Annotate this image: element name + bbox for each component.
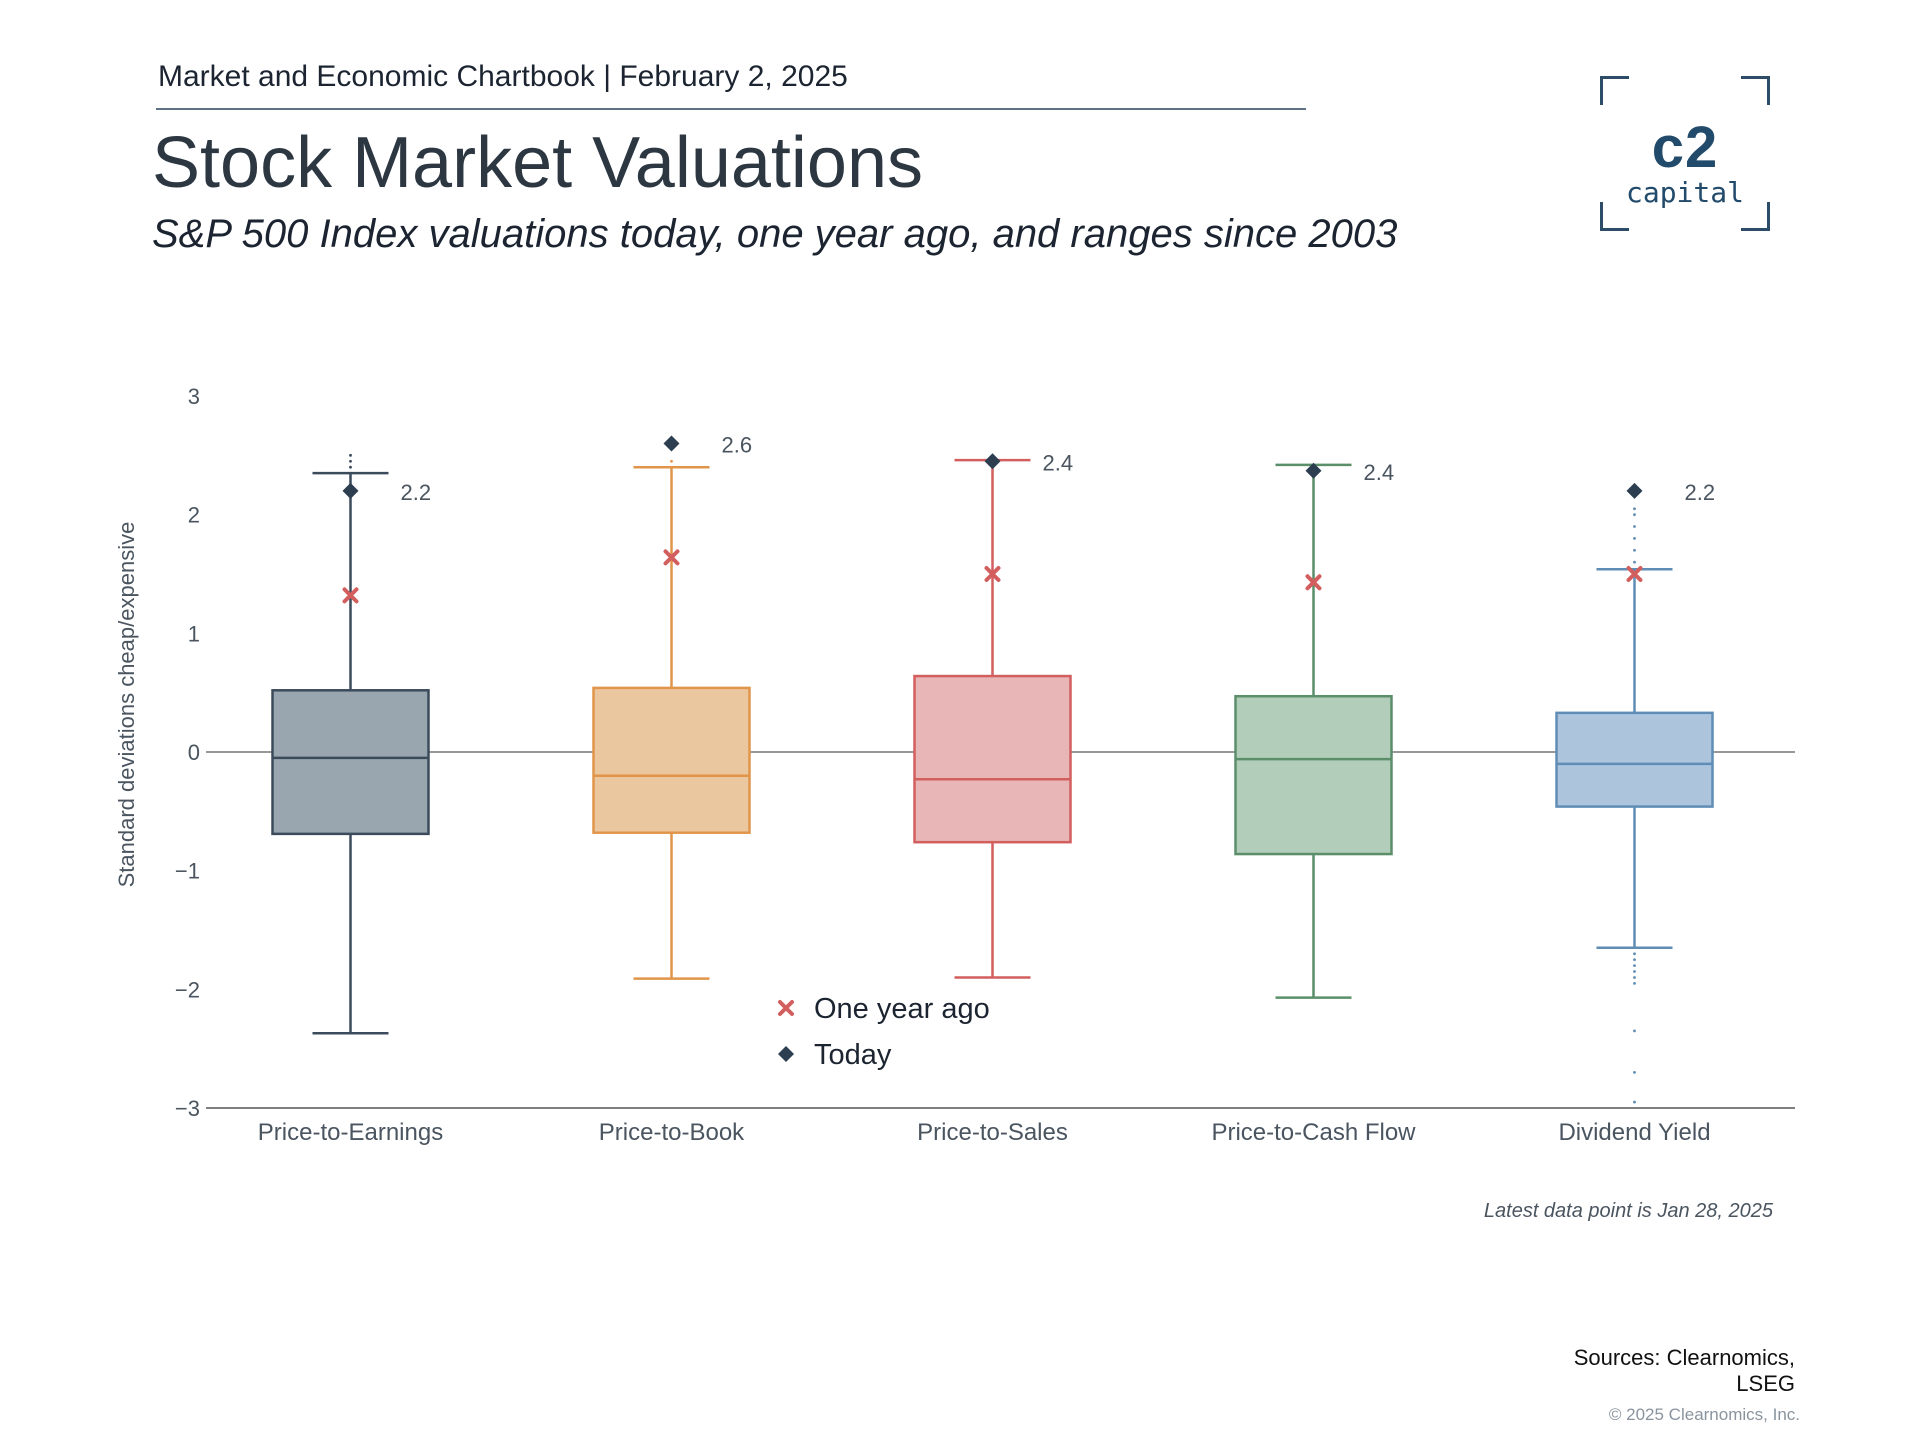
outlier-point bbox=[1633, 952, 1636, 956]
today-value-label: 2.4 bbox=[1043, 450, 1074, 475]
outlier-point bbox=[1633, 976, 1636, 979]
today-value-label: 2.2 bbox=[1685, 480, 1716, 505]
box bbox=[592, 686, 751, 834]
box bbox=[913, 674, 1072, 844]
sources-line-1: Sources: Clearnomics, bbox=[1573, 1345, 1795, 1370]
outlier-point bbox=[1633, 958, 1636, 962]
outlier-point bbox=[1633, 548, 1636, 552]
y-tick-label: −1 bbox=[175, 859, 200, 884]
outlier-point bbox=[1633, 513, 1636, 517]
y-tick-label: 1 bbox=[188, 621, 200, 646]
logo-corner-bottom-left bbox=[1600, 202, 1629, 231]
x-tick-label: Dividend Yield bbox=[1558, 1119, 1710, 1146]
outlier-point bbox=[1633, 1100, 1636, 1104]
outlier-point bbox=[1633, 560, 1636, 564]
outlier-point bbox=[1633, 970, 1636, 973]
x-tick-label: Price-to-Cash Flow bbox=[1211, 1119, 1416, 1146]
outlier-point bbox=[349, 459, 352, 463]
one-year-ago-marker bbox=[984, 566, 1001, 582]
logo-main-text: c2 bbox=[1651, 115, 1719, 180]
today-value-label: 2.4 bbox=[1364, 460, 1395, 485]
y-axis-title: Standard deviations cheap/expensive bbox=[114, 522, 139, 888]
logo-sub-text: capital bbox=[1625, 176, 1744, 209]
one-year-ago-marker bbox=[1626, 566, 1643, 582]
logo-corner-bottom-right bbox=[1741, 202, 1770, 231]
x-tick-label: Price-to-Book bbox=[599, 1119, 745, 1146]
box bbox=[1555, 711, 1714, 808]
today-marker bbox=[1305, 462, 1322, 479]
box bbox=[1234, 694, 1393, 856]
page-title: Stock Market Valuations bbox=[152, 123, 924, 203]
logo-corner-top-right bbox=[1741, 76, 1770, 105]
report-header: Market and Economic Chartbook | February… bbox=[158, 60, 848, 93]
sources-line-2: LSEG bbox=[1736, 1371, 1795, 1396]
box bbox=[271, 689, 430, 836]
outlier-point bbox=[1633, 537, 1636, 540]
one-year-ago-marker bbox=[1305, 574, 1322, 591]
data-note: Latest data point is Jan 28, 2025 bbox=[1483, 1200, 1773, 1222]
outlier-point bbox=[349, 465, 352, 469]
sources: Sources: Clearnomics, LSEG bbox=[1495, 1345, 1795, 1397]
y-tick-label: 2 bbox=[188, 503, 200, 528]
outlier-point bbox=[1633, 1071, 1636, 1074]
c2-capital-logo: c2 capital bbox=[1600, 76, 1770, 231]
header-divider bbox=[156, 108, 1306, 110]
outlier-point bbox=[670, 459, 673, 463]
logo-corner-top-left bbox=[1600, 76, 1629, 105]
copyright: © 2025 Clearnomics, Inc. bbox=[1608, 1405, 1800, 1424]
x-tick-label: Price-to-Sales bbox=[917, 1119, 1068, 1146]
today-value-label: 2.6 bbox=[722, 432, 753, 457]
outlier-point bbox=[1633, 525, 1636, 528]
outlier-point bbox=[1633, 982, 1636, 985]
today-marker bbox=[1626, 482, 1643, 499]
page-subtitle: S&P 500 Index valuations today, one year… bbox=[152, 212, 1398, 256]
y-tick-label: −3 bbox=[175, 1096, 200, 1121]
one-year-ago-marker bbox=[663, 549, 680, 566]
one-year-ago-marker bbox=[342, 587, 359, 604]
today-value-label: 2.2 bbox=[401, 480, 432, 505]
y-tick-label: −2 bbox=[175, 977, 200, 1002]
legend-today-icon bbox=[778, 1046, 794, 1062]
legend-one-year-ago-label: One year ago bbox=[814, 993, 990, 1025]
y-tick-label: 0 bbox=[188, 740, 200, 765]
outlier-point bbox=[1633, 507, 1636, 511]
x-tick-label: Price-to-Earnings bbox=[258, 1119, 443, 1146]
y-tick-label: 3 bbox=[188, 384, 200, 409]
legend-today-label: Today bbox=[814, 1039, 892, 1071]
legend-one-year-ago-icon bbox=[778, 1000, 794, 1016]
today-marker bbox=[342, 482, 359, 499]
outlier-point bbox=[349, 453, 352, 457]
outlier-point bbox=[1633, 964, 1636, 967]
valuation-box-chart: 3 2 1 0 −1 −2 −3 Standard deviations cheap/expe… bbox=[114, 384, 1795, 1146]
today-marker bbox=[984, 453, 1001, 470]
outlier-point bbox=[1633, 1029, 1636, 1033]
today-marker bbox=[663, 435, 680, 452]
